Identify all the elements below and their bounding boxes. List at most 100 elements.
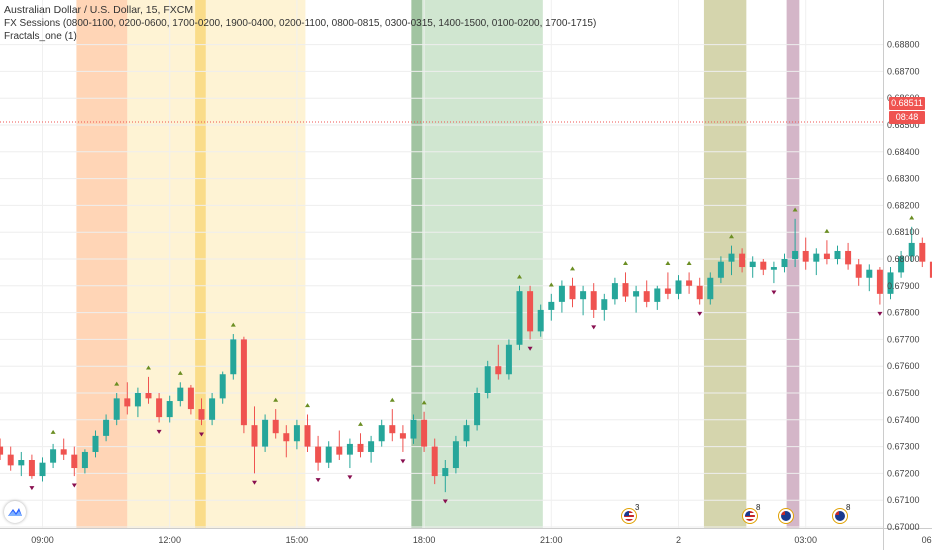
fractal-up-marker [686,261,692,266]
candle [845,250,852,265]
candle [622,283,629,297]
candle [272,419,279,434]
candle [39,462,46,477]
candle [739,253,746,268]
tradingview-logo[interactable] [4,501,26,523]
x-tick-label: 18:00 [413,535,436,545]
session-band [786,0,800,528]
candle [368,441,375,452]
candle [781,259,788,268]
candle [770,267,777,270]
fractal-up-marker [421,400,427,405]
au-flag-icon [835,511,845,521]
candle [834,250,841,259]
y-tick-label: 0.67700 [887,334,920,344]
candle [81,451,88,469]
fractal-down-marker [252,480,257,485]
y-tick-label: 0.68500 [887,120,920,130]
candle [336,446,343,455]
candle [516,291,523,345]
candle [357,443,364,452]
candle [887,272,894,294]
x-tick-label: 2 [676,535,681,545]
chart-legend: Australian Dollar / U.S. Dollar, 15, FXC… [4,4,596,43]
candle [198,409,205,420]
candle [315,446,322,463]
candle [664,288,671,294]
candle [156,398,163,418]
candle [898,256,905,273]
fractal-up-marker [729,234,734,239]
y-tick-label: 0.68800 [887,40,920,50]
session-band [127,0,306,528]
fractal-up-marker [114,381,120,386]
candle [813,253,820,262]
y-tick-label: 0.68000 [887,254,920,264]
x-tick-label: 06:00 [922,535,932,545]
candle [505,344,512,375]
tradingview-icon [8,508,22,516]
candle [230,339,237,375]
candle [558,285,565,302]
fractal-up-marker [792,207,798,212]
y-tick-label: 0.68200 [887,200,920,210]
economic-event-badge[interactable]: 3 [621,503,639,524]
candle [633,291,640,297]
candle [113,398,120,420]
candle [590,291,597,310]
candle [569,285,576,300]
candle [389,425,396,434]
candle [378,425,385,442]
candle [717,261,724,278]
economic-event-badge[interactable]: 8 [832,503,850,524]
candle [50,449,57,463]
x-tick-label: 15:00 [286,535,309,545]
fractal-up-marker [230,322,236,327]
fractal-up-marker [177,370,183,375]
candle [760,261,767,270]
candle [643,291,650,302]
candle [686,280,693,286]
candle [18,460,25,466]
indicator-fractals[interactable]: Fractals_one (1) [4,31,77,42]
event-count: 8 [846,503,851,512]
fractal-down-marker [591,325,597,330]
session-band [76,0,128,528]
bar-countdown-label: 08:48 [889,111,925,124]
economic-event-badge[interactable] [778,508,794,524]
last-price-label: 0.68511 [889,97,925,110]
candle [654,288,661,302]
candle [421,419,428,447]
symbol-title[interactable]: Australian Dollar / U.S. Dollar, 15, FXC… [4,4,194,16]
candle [262,419,269,447]
candle [209,398,216,420]
y-tick-label: 0.67600 [887,361,920,371]
candle [908,242,915,257]
us-flag-icon [745,511,755,521]
fractal-down-marker [442,499,448,504]
fractal-down-marker [400,459,406,464]
y-tick-label: 0.68300 [887,174,920,184]
candle [548,301,555,310]
fractal-up-marker [548,282,554,287]
fractal-up-marker [50,429,56,434]
candle [929,261,932,278]
candle [537,309,544,332]
fractal-up-marker [824,228,830,233]
indicator-fx-sessions[interactable]: FX Sessions (0800-1100, 0200-0600, 1700-… [4,18,597,29]
candle [0,446,4,455]
fractal-up-marker [909,215,915,220]
fractal-down-marker [527,346,533,351]
candle [219,374,226,399]
economic-event-badge[interactable]: 8 [742,503,760,524]
fractal-up-marker [570,266,575,271]
event-count: 8 [756,503,761,512]
fractal-down-marker [315,478,321,483]
x-tick-label: 09:00 [31,535,54,545]
candle [728,253,735,262]
y-tick-label: 0.67800 [887,308,920,318]
candle [580,291,587,300]
candle [92,435,99,452]
